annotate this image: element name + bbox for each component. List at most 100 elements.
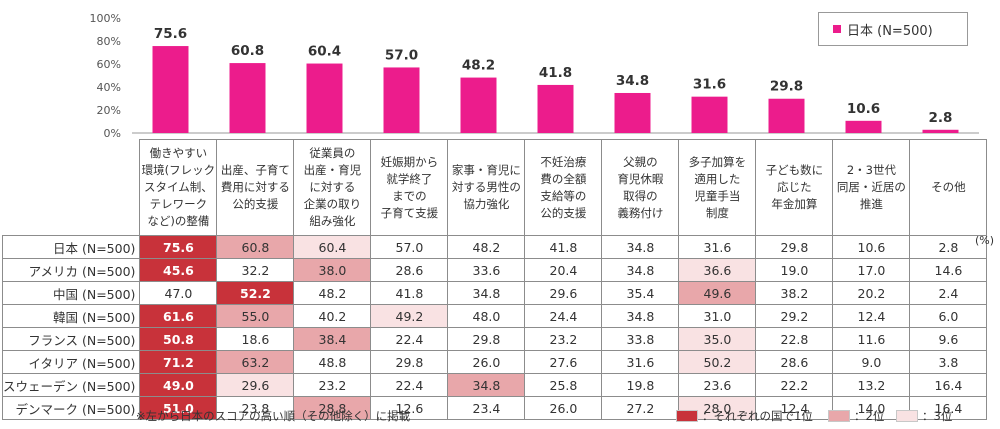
y-tick-label: 20% — [97, 104, 121, 117]
table-cell: 24.4 — [524, 304, 603, 328]
column-header: その他 — [909, 139, 988, 236]
column-header: 妊娠期から 就学終了 までの 子育て支援 — [370, 139, 449, 236]
table-cell: 48.2 — [293, 281, 372, 305]
table-cell: 47.0 — [139, 281, 218, 305]
bar-value-label: 60.8 — [231, 43, 264, 59]
unit-label: (%) — [975, 234, 995, 247]
table-cell: 36.6 — [678, 258, 757, 282]
y-tick-label: 60% — [97, 58, 121, 71]
bar-value-label: 57.0 — [385, 47, 418, 63]
bar — [537, 84, 574, 133]
table-cell: 35.0 — [678, 327, 757, 351]
legend-rank3: ：3位 — [896, 408, 952, 424]
legend-label: 日本 (N=500) — [847, 23, 933, 39]
column-header: 従業員の 出産・育児 に対する 企業の取り 組み強化 — [293, 139, 372, 236]
bar-chart: 0% 20% 40% 60% 80% 100% 75.6 60.8 60.4 57.0 48.2 4… — [90, 12, 979, 140]
table-cell: 29.6 — [524, 281, 603, 305]
table-cell: 20.4 — [524, 258, 603, 282]
rank3-swatch — [896, 410, 918, 422]
table-cell: 17.0 — [832, 258, 911, 282]
column-header: 出産、子育て 費用に対する 公的支援 — [216, 139, 295, 236]
y-tick-label: 100% — [90, 12, 121, 25]
table-cell: 48.2 — [447, 235, 526, 259]
column-header: 多子加算を 適用した 児童手当 制度 — [678, 139, 757, 236]
rank2-swatch — [828, 410, 850, 422]
column-header: 不妊治療 費の全額 支給等の 公的支援 — [524, 139, 603, 236]
table-cell: 48.8 — [293, 350, 372, 374]
bar-value-label: 31.6 — [693, 77, 726, 93]
table-row: スウェーデン (N=500) 49.0 29.6 23.2 22.4 34.8 25.8 19… — [1, 373, 988, 397]
table-cell: 52.2 — [216, 281, 295, 305]
table-cell: 20.2 — [832, 281, 911, 305]
table-cell: 26.0 — [524, 396, 603, 420]
bar — [229, 63, 266, 133]
table-cell: 31.6 — [678, 235, 757, 259]
table-cell: 3.8 — [909, 350, 988, 374]
bar — [306, 63, 343, 133]
table-cell: 34.8 — [601, 304, 680, 328]
table-cell: 60.4 — [293, 235, 372, 259]
rank1-label: ：それぞれの国で1位 — [702, 409, 813, 423]
table-cell: 38.2 — [755, 281, 834, 305]
table-cell: 22.8 — [755, 327, 834, 351]
table-cell: 23.6 — [678, 373, 757, 397]
table-cell: 50.2 — [678, 350, 757, 374]
table-cell: 61.6 — [139, 304, 218, 328]
table-cell: 6.0 — [909, 304, 988, 328]
table-cell: 38.4 — [293, 327, 372, 351]
column-header: 子ども数に 応じた 年金加算 — [755, 139, 834, 236]
row-label: アメリカ (N=500) — [1, 258, 141, 282]
table-cell: 16.4 — [909, 373, 988, 397]
table-cell: 49.0 — [139, 373, 218, 397]
table-cell: 31.6 — [601, 350, 680, 374]
table-cell: 35.4 — [601, 281, 680, 305]
y-tick-label: 40% — [97, 81, 121, 94]
bar — [768, 98, 805, 133]
table-cell: 60.8 — [216, 235, 295, 259]
table-row: 中国 (N=500) 47.0 52.2 48.2 41.8 34.8 29.6 35.4 49… — [1, 281, 988, 305]
y-tick-label: 0% — [104, 127, 121, 140]
table-cell: 14.6 — [909, 258, 988, 282]
table-cell: 31.0 — [678, 304, 757, 328]
table-cell: 28.8 — [293, 396, 372, 420]
table-cell: 22.4 — [370, 373, 449, 397]
table-cell: 10.6 — [832, 235, 911, 259]
row-label: デンマーク (N=500) — [1, 396, 141, 420]
table-cell: 19.8 — [601, 373, 680, 397]
table-cell: 27.2 — [601, 396, 680, 420]
table-cell: 75.6 — [139, 235, 218, 259]
bar — [845, 120, 882, 133]
bar-value-label: 34.8 — [616, 73, 649, 89]
bar — [152, 46, 189, 134]
column-header: 2・3世代 同居・近居の 推進 — [832, 139, 911, 236]
table-cell: 25.8 — [524, 373, 603, 397]
table-cell: 18.6 — [216, 327, 295, 351]
chart-legend: 日本 (N=500) — [818, 12, 968, 46]
column-header: 父親の 育児休暇 取得の 義務付け — [601, 139, 680, 236]
data-table: 働きやすい 環境(フレック スタイム制、 テレワーク など)の整備 出産、子育て 費用に対す… — [1, 139, 988, 420]
footnote: ※左から日本のスコアの高い順（その他除く）に掲載 — [136, 409, 411, 423]
table-cell: 13.2 — [832, 373, 911, 397]
bar — [383, 67, 420, 133]
table-cell: 34.8 — [447, 373, 526, 397]
table-cell: 34.8 — [601, 235, 680, 259]
header-corner — [2, 139, 141, 236]
bar-value-label: 41.8 — [539, 65, 572, 81]
table-cell: 71.2 — [139, 350, 218, 374]
bar-value-label: 10.6 — [847, 101, 880, 117]
table-cell: 55.0 — [216, 304, 295, 328]
table-cell: 9.6 — [909, 327, 988, 351]
table-cell: 29.6 — [216, 373, 295, 397]
row-label: イタリア (N=500) — [1, 350, 141, 374]
bar — [691, 96, 728, 133]
table-cell: 12.6 — [370, 396, 449, 420]
bar-value-label: 75.6 — [154, 26, 187, 42]
table-cell: 23.8 — [216, 396, 295, 420]
table-row: イタリア (N=500) 71.2 63.2 48.8 29.8 26.0 27.6 31.6… — [1, 350, 988, 374]
bar-series: 75.6 60.8 60.4 57.0 48.2 41.8 34.8 31.6 29.8 10.6… — [152, 26, 959, 134]
table-header-row: 働きやすい 環境(フレック スタイム制、 テレワーク など)の整備 出産、子育て 費用に対す… — [2, 139, 988, 236]
rank3-label: ：3位 — [922, 409, 953, 423]
bar-value-label: 2.8 — [929, 110, 953, 126]
column-header: 家事・育児に 対する男性の 協力強化 — [447, 139, 526, 236]
row-label: 韓国 (N=500) — [1, 304, 141, 328]
